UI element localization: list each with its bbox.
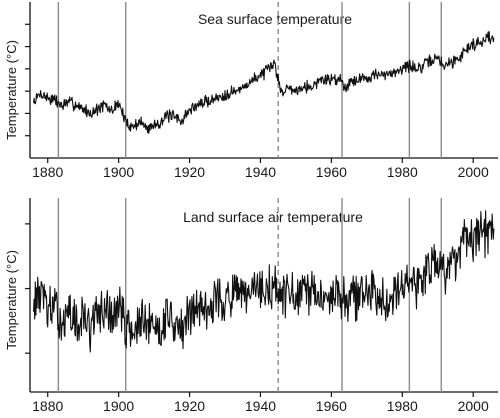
land-y-axis-label: Temperature (°C) <box>4 250 19 350</box>
sea-x-tick-label: 1880 <box>32 164 63 180</box>
sea-x-tick-label: 1920 <box>174 164 205 180</box>
land-surface-panel: Land surface air temperature Temperature… <box>4 198 498 414</box>
land-x-tick-label: 1900 <box>103 398 134 414</box>
sea-surface-panel: Sea surface temperature Temperature (°C)… <box>4 2 498 180</box>
sea-x-tick-label: 1960 <box>316 164 347 180</box>
land-temperature-series-line <box>32 210 495 353</box>
land-x-tick-label: 1940 <box>245 398 276 414</box>
sea-x-tick-label: 1900 <box>103 164 134 180</box>
land-x-tick-label: 1880 <box>32 398 63 414</box>
sea-x-tick-label: 2000 <box>458 164 489 180</box>
land-x-tick-label: 1920 <box>174 398 205 414</box>
land-x-tick-label: 1960 <box>316 398 347 414</box>
sea-x-tick-label: 1940 <box>245 164 276 180</box>
land-x-tick-label: 1980 <box>387 398 418 414</box>
sea-temperature-series-line <box>32 30 495 134</box>
sea-x-tick-label: 1980 <box>387 164 418 180</box>
land-panel-title: Land surface air temperature <box>183 209 363 225</box>
sea-panel-title: Sea surface temperature <box>198 11 352 27</box>
land-x-tick-label: 2000 <box>458 398 489 414</box>
sea-y-axis-label: Temperature (°C) <box>4 40 19 140</box>
